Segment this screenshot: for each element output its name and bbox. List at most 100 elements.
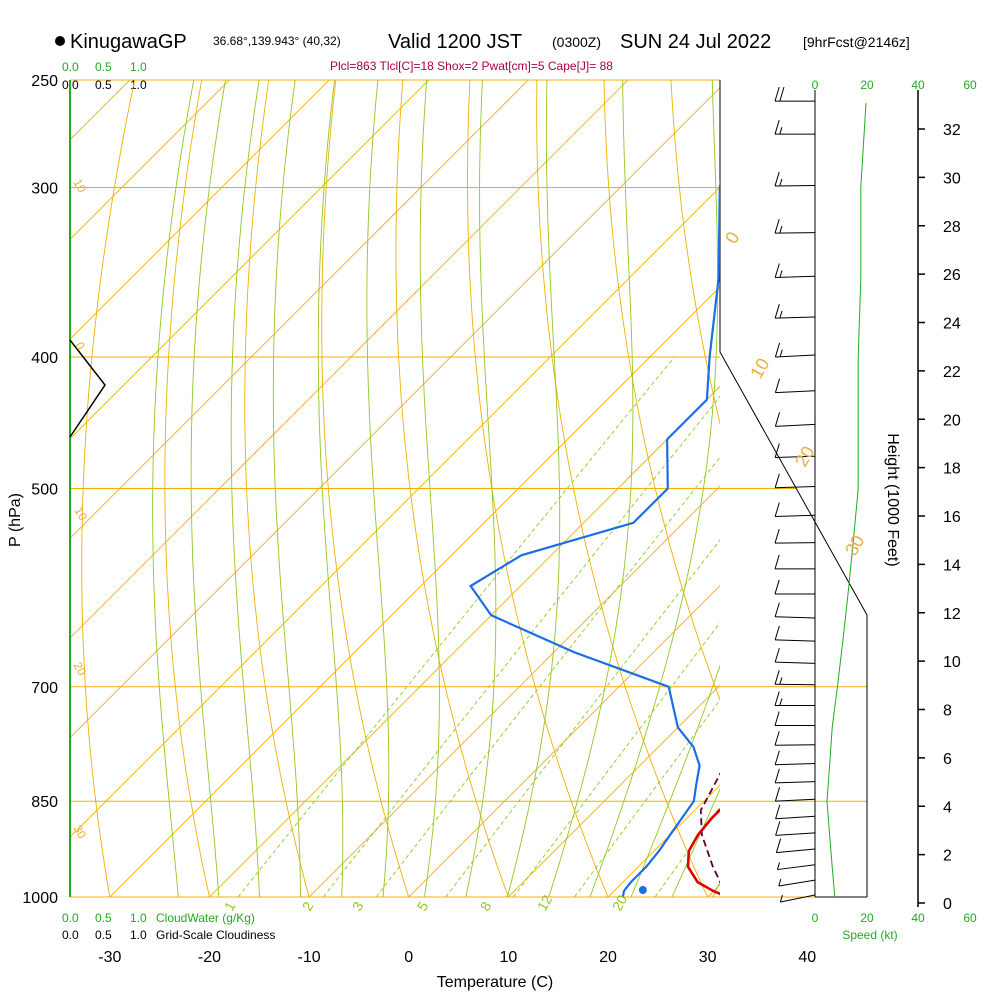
cloudwater-scale-bottom: 0.0 0.5 1.0 CloudWater (g/Kg) 0.0 0.5 1.…: [62, 911, 275, 942]
wind-barb-flag: [774, 731, 780, 746]
isotherm-line: [70, 80, 330, 340]
temperature-tick-label: -20: [198, 949, 221, 966]
cloudiness-tick: 0.0: [62, 928, 79, 942]
valid-date: SUN 24 Jul 2022: [620, 31, 771, 53]
wind-barb-staff: [775, 275, 816, 279]
isotherm-lines: [70, 80, 720, 897]
wind-barb-staff: [775, 514, 816, 517]
temperature-tick-label: -30: [98, 949, 121, 966]
temperature-profile-line: [686, 808, 720, 896]
wind-barb-flag: [779, 127, 783, 135]
pressure-lines: [70, 79, 867, 898]
isotherm-line: [507, 684, 720, 897]
moist-adiabat-line: [630, 664, 720, 897]
height-tick-label: 22: [943, 364, 961, 381]
wind-barb: [774, 554, 815, 570]
pressure-tick-label: 700: [31, 680, 58, 697]
wind-barb: [774, 120, 815, 135]
parcel-profile-line: [699, 772, 720, 884]
wind-barb-flag: [774, 579, 780, 595]
wind-barb: [774, 304, 816, 319]
temperature-tick-label: -10: [298, 949, 321, 966]
wind-barb-staff: [775, 832, 816, 836]
wind-barb: [774, 768, 816, 784]
wind-barb-flag: [779, 698, 783, 706]
wind-barb-flag: [774, 473, 780, 488]
moist-adiabat-line: [366, 80, 390, 897]
wind-barb-staff: [775, 423, 816, 427]
temperature-tick-label: 10: [499, 949, 517, 966]
wind-barb: [774, 625, 816, 642]
wind-barb-flag: [779, 894, 783, 903]
wind-barb: [774, 529, 816, 544]
height-tick-label: 28: [943, 219, 961, 236]
cloudwater-title: CloudWater (g/Kg): [156, 911, 255, 925]
isotherm-line: [70, 80, 529, 539]
wind-barb: [774, 787, 816, 802]
mixing-ratio-label: 12: [534, 892, 556, 914]
wind-barb-staff: [775, 455, 816, 458]
wind-barb-flag: [779, 310, 783, 319]
mixing-ratio-label: 20: [609, 892, 631, 914]
wind-barb-flag: [774, 443, 780, 458]
x-axis-title: Temperature (C): [437, 974, 553, 991]
wind-barb-staff: [775, 798, 816, 802]
height-tick-label: 16: [943, 509, 961, 526]
mixing-ratio-label: 5: [414, 899, 432, 914]
isotherm-line: [70, 80, 430, 440]
cloudiness-tick: 0.5: [95, 928, 112, 942]
dry-adiabat-line: [467, 80, 609, 897]
speed-tick: 40: [911, 911, 925, 925]
wind-barb: [774, 171, 816, 187]
wind-barb-flag: [774, 342, 781, 358]
dry-adiabat-label: 10: [746, 355, 773, 382]
moist-adiabat-lines: [152, 80, 720, 897]
moist-adiabat-line: [317, 80, 344, 897]
wind-barb-staff: [776, 848, 816, 854]
station-name: KinugawaGP: [70, 31, 187, 53]
cloudiness-tick: 0.5: [95, 78, 112, 92]
moist-adiabat-line: [506, 80, 561, 897]
wind-barb-staff: [780, 894, 816, 903]
dry-adiabat-label: 20: [791, 443, 818, 470]
pressure-tick-label: 500: [31, 482, 58, 499]
speed-tick: 60: [963, 911, 977, 925]
cloudiness-title: Grid-Scale Cloudiness: [156, 928, 275, 942]
wind-barb: [775, 838, 816, 854]
wind-barb: [774, 263, 816, 279]
cloudwater-scale-top: 0.0 0.5 1.0 0.0 0.5 1.0: [62, 60, 147, 92]
moist-adiabat-line: [589, 80, 719, 897]
wind-panel-frame: [69, 80, 919, 907]
speed-tick: 0: [812, 911, 819, 925]
height-tick-label: 4: [943, 799, 952, 816]
station-dot-icon: [55, 36, 65, 46]
wind-barb-flag: [775, 838, 782, 853]
height-tick-label: 8: [943, 703, 952, 720]
isotherm-label: 20: [70, 660, 89, 679]
moist-adiabat-line: [419, 80, 440, 897]
pressure-tick-label: 1000: [22, 890, 58, 907]
wind-barb-flag: [774, 86, 780, 102]
height-tick-label: 2: [943, 848, 952, 865]
dry-adiabat-line: [244, 80, 310, 897]
wind-barb: [774, 378, 816, 394]
wind-barb-flag: [774, 304, 780, 319]
wind-barb-flag: [774, 602, 780, 617]
wind-barb-flag: [779, 225, 783, 234]
isotherm-line: [208, 385, 720, 897]
speed-axis-title: Speed (kt): [842, 928, 897, 942]
wind-barb: [774, 502, 816, 517]
height-tick-label: 32: [943, 122, 961, 139]
mixing-ratio-line: [445, 539, 720, 897]
wind-barb-flag: [774, 554, 780, 570]
mixing-ratio-line: [237, 356, 675, 897]
cloudiness-tick: 1.0: [130, 928, 147, 942]
speed-tick: 40: [911, 78, 925, 92]
valid-time: Valid 1200 JST: [388, 31, 522, 53]
isotherm-label: 0: [72, 340, 88, 353]
isotherm-line: [607, 784, 720, 897]
mixing-ratio-label: 8: [477, 899, 495, 914]
cloudwater-tick: 0.5: [95, 60, 112, 74]
